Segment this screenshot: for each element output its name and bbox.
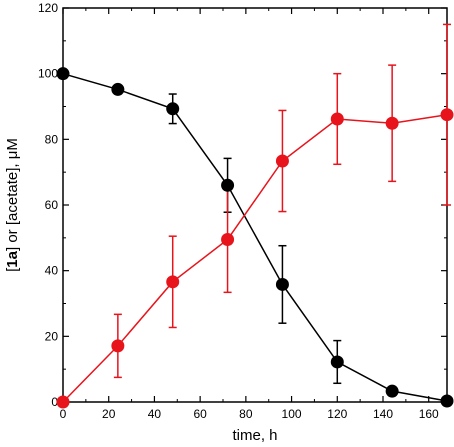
y-tick-label-2: 40: [45, 264, 59, 278]
x-axis-label: time, h: [232, 427, 277, 444]
x-tick-label-3: 60: [193, 407, 207, 421]
error-bars: [113, 23, 451, 385]
x-tick-label-6: 120: [327, 407, 347, 421]
series-0-point-7: [440, 394, 454, 408]
data-points: [56, 67, 454, 409]
x-tick-label-5: 100: [282, 407, 302, 421]
series-1-line: [62, 113, 448, 403]
y-tick-label-4: 80: [45, 132, 59, 146]
series-1-point-1: [111, 339, 125, 353]
series-0-point-4: [275, 277, 289, 291]
axis-ticks: 0 20 40 60 80 100 120 140 160 0 20 40 60 80 100 120: [38, 1, 447, 421]
x-tick-label-4: 80: [239, 407, 253, 421]
series-1-point-3: [221, 232, 235, 246]
series-0-point-3: [221, 178, 235, 192]
series-1-point-2: [166, 275, 180, 289]
series-1-point-5: [330, 112, 344, 126]
series-1-point-6: [385, 116, 399, 130]
y-axis-label-compound: 1a: [4, 250, 21, 267]
y-tick-label-0: 0: [51, 395, 58, 409]
y-tick-label-3: 60: [45, 198, 59, 212]
series-0-point-6: [385, 384, 399, 398]
x-tick-label-1: 20: [102, 407, 116, 421]
x-tick-label-2: 40: [148, 407, 162, 421]
y-axis-label-prefix: [: [4, 267, 21, 272]
y-axis-label-suffix: ] or [acetate], μM: [4, 138, 21, 251]
y-tick-label-1: 20: [45, 329, 59, 343]
y-tick-label-6: 120: [38, 1, 58, 15]
y-tick-label-5: 100: [38, 67, 58, 81]
series-0-point-1: [111, 82, 125, 96]
series-0-point-0: [56, 67, 70, 81]
x-tick-label-7: 140: [373, 407, 393, 421]
series-0-point-2: [166, 102, 180, 116]
series-1-point-0: [56, 395, 70, 409]
x-tick-label-0: 0: [60, 407, 67, 421]
x-tick-label-8: 160: [419, 407, 439, 421]
series-lines: [62, 72, 448, 403]
series-0-point-5: [330, 355, 344, 369]
series-1-point-7: [440, 108, 454, 122]
series-1-point-4: [275, 154, 289, 168]
series-0-line: [62, 72, 448, 402]
y-axis-label: [1a] or [acetate], μM: [4, 138, 21, 272]
